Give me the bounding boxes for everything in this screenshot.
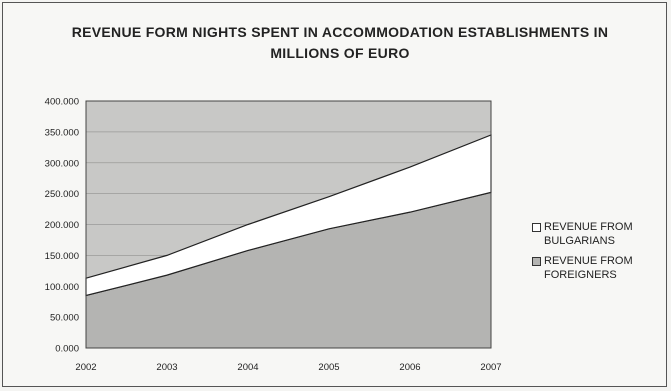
x-tick-label: 2007 (480, 362, 501, 373)
x-tick-label: 2006 (399, 362, 420, 373)
y-tick-label: 300.000 (45, 158, 79, 169)
y-tick-label: 250.000 (45, 189, 79, 200)
legend-item-foreigners: REVENUE FROM FOREIGNERS (532, 254, 654, 282)
x-tick-label: 2003 (156, 362, 177, 373)
legend-swatch-bulgarians (532, 223, 541, 232)
x-tick-label: 2004 (237, 362, 258, 373)
y-tick-label: 350.000 (45, 127, 79, 138)
x-tick-label: 2005 (318, 362, 339, 373)
y-tick-label: 200.000 (45, 220, 79, 231)
y-tick-label: 400.000 (45, 97, 79, 108)
legend-item-bulgarians: REVENUE FROM BULGARIANS (532, 220, 654, 248)
legend: REVENUE FROM BULGARIANS REVENUE FROM FOR… (532, 220, 654, 288)
chart-title: REVENUE FORM NIGHTS SPENT IN ACCOMMODATI… (71, 24, 609, 61)
y-tick-label: 100.000 (45, 282, 79, 293)
y-tick-label: 0.000 (55, 344, 79, 355)
y-tick-label: 50.000 (50, 313, 79, 324)
legend-label-foreigners: REVENUE FROM FOREIGNERS (544, 255, 633, 281)
y-tick-label: 150.000 (45, 251, 79, 262)
plot-border (85, 100, 492, 349)
x-tick-label: 2002 (75, 362, 96, 373)
legend-label-bulgarians: REVENUE FROM BULGARIANS (544, 221, 633, 247)
legend-swatch-foreigners (532, 257, 541, 266)
